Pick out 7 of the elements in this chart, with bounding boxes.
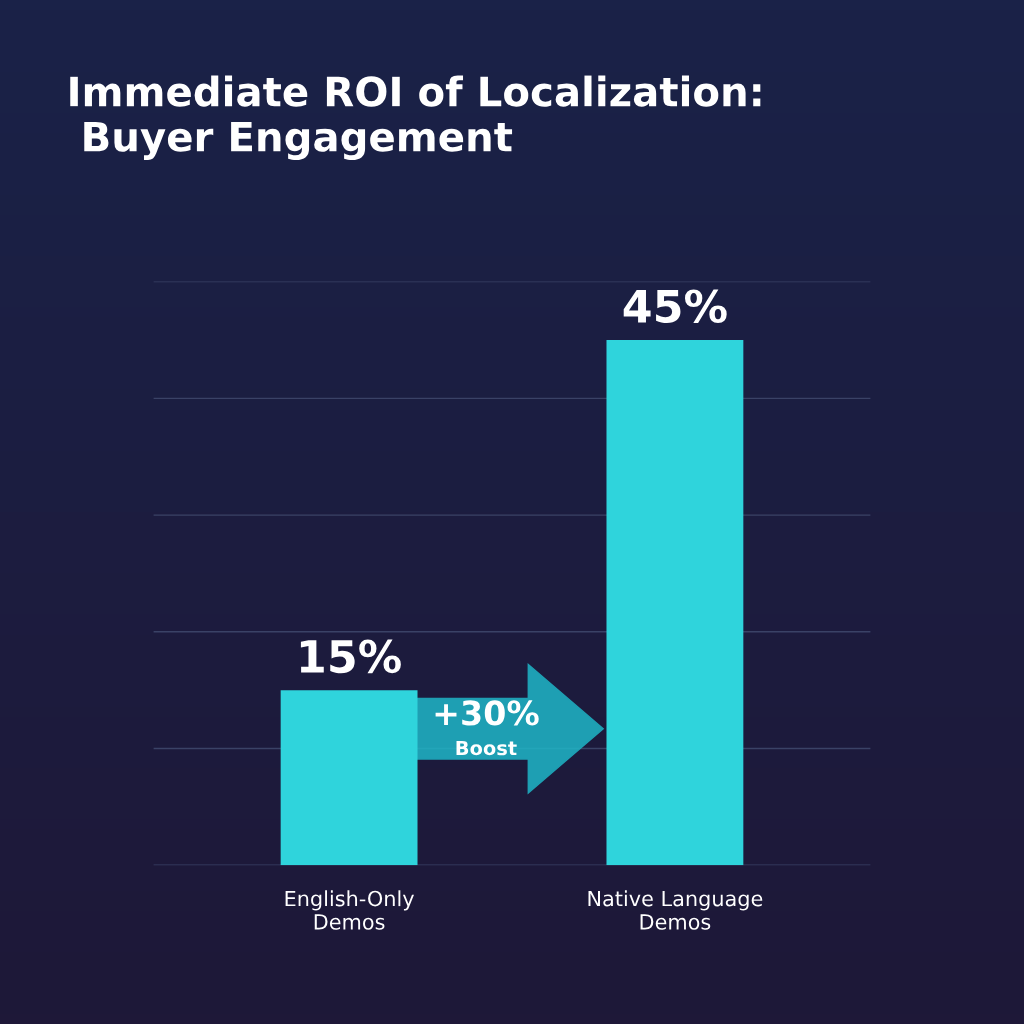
annotation: Boost [456, 740, 517, 756]
x-tick-label: English-Only Demos [285, 890, 414, 930]
data-label: 45% [623, 289, 727, 324]
annotation: +30% [435, 700, 539, 726]
x-tick-label: Native Language Demos [588, 890, 763, 930]
chart-title: Immediate ROI of Localization: Buyer Engagement [70, 75, 761, 160]
data-label: 15% [300, 639, 401, 674]
